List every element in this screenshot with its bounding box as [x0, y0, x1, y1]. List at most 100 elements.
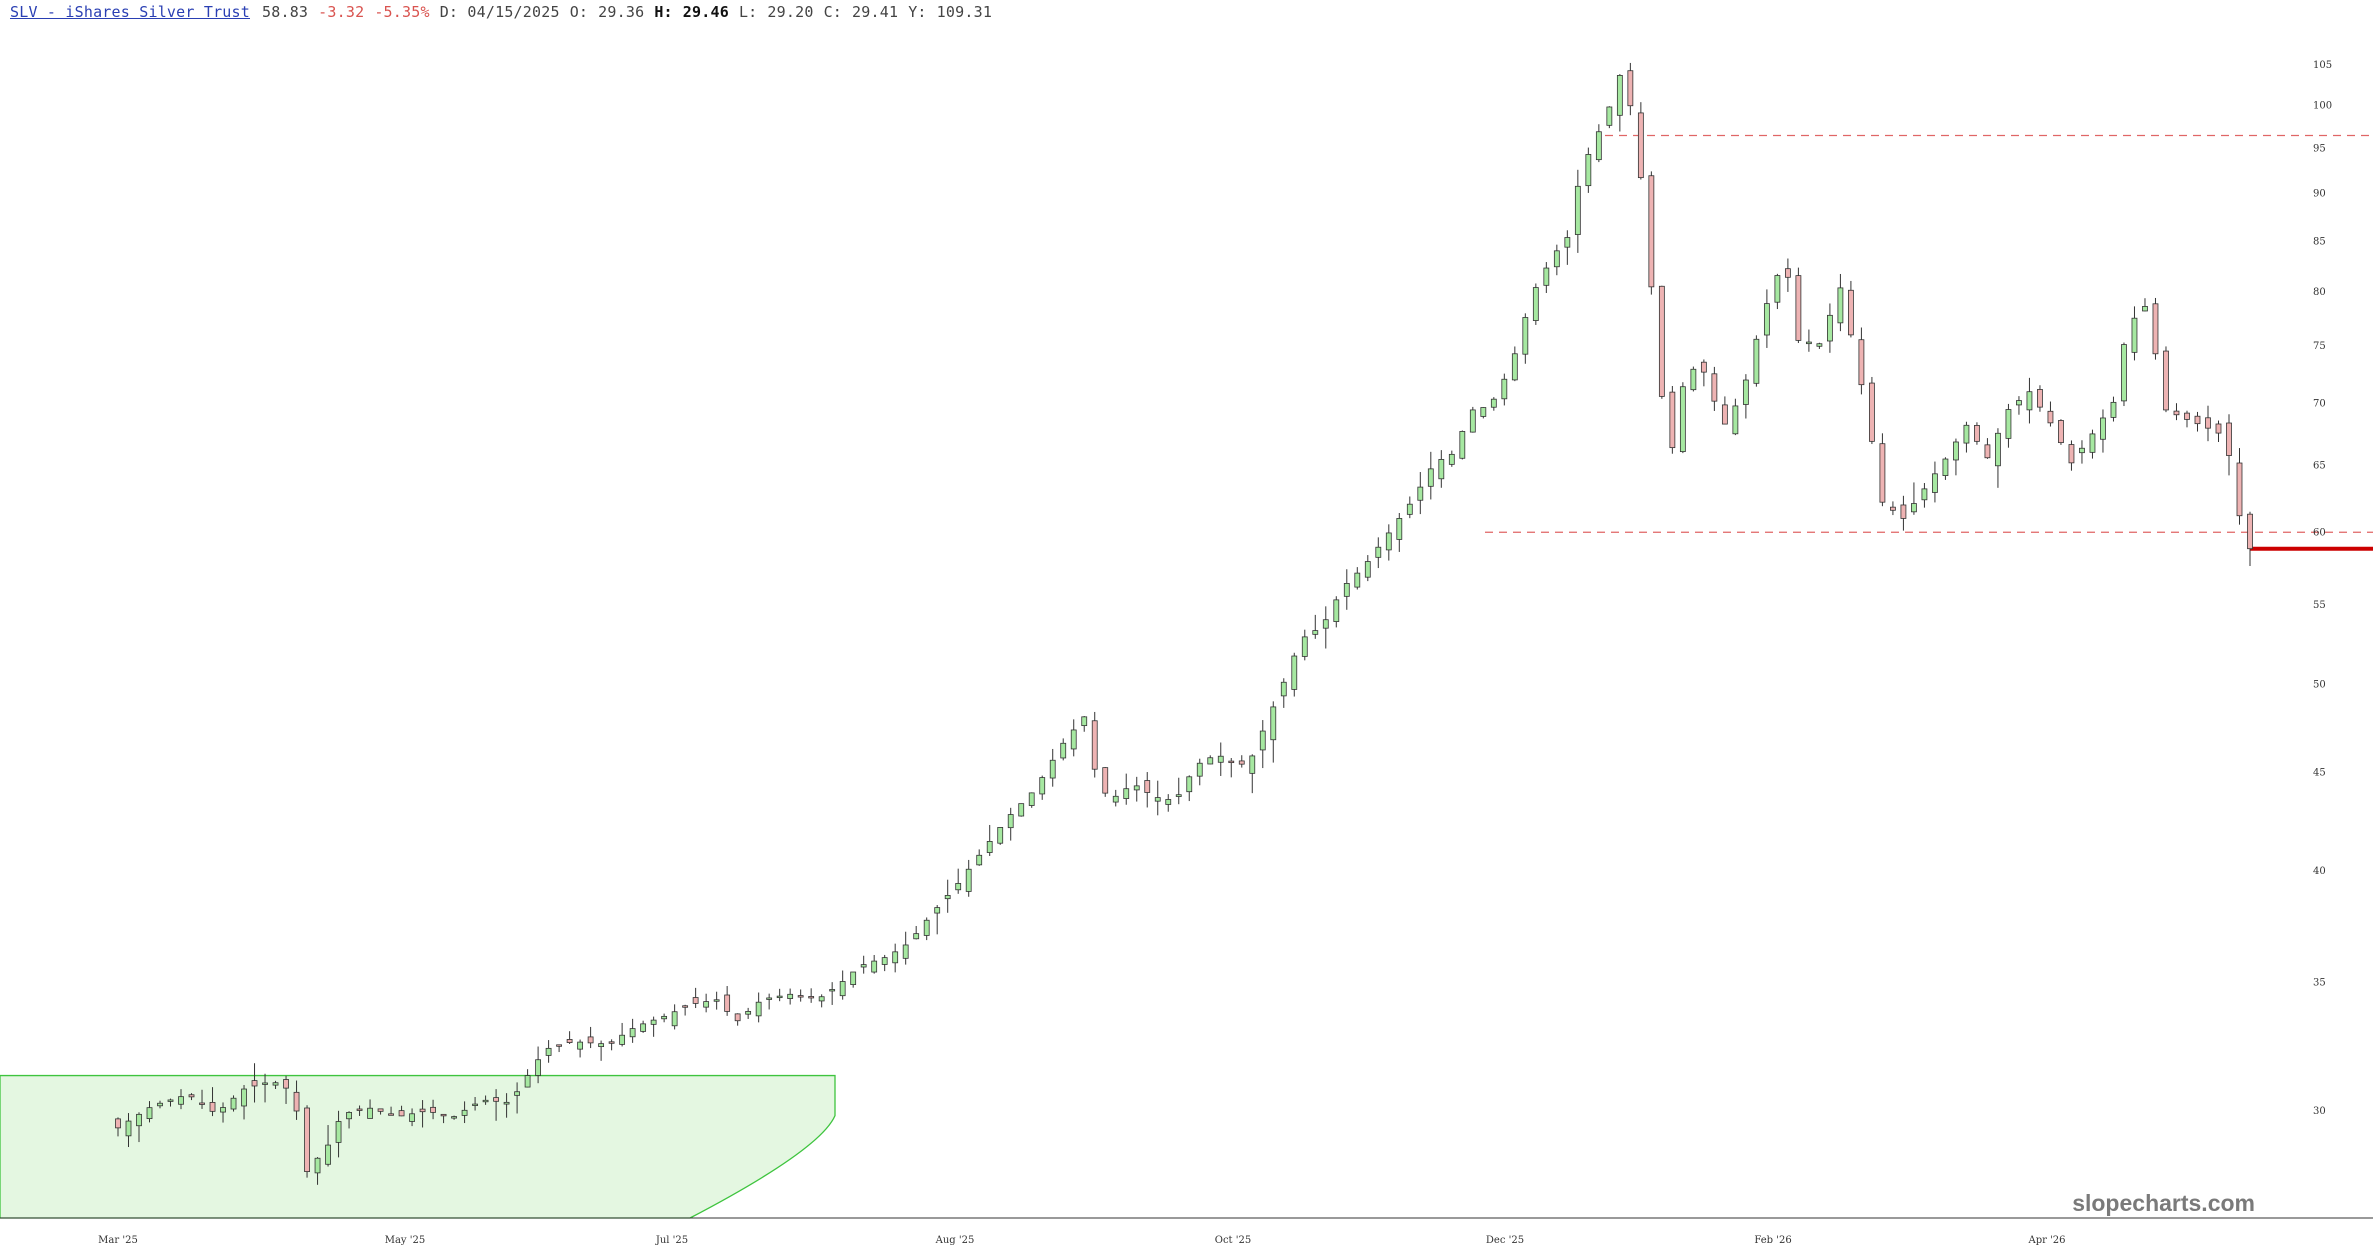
- candle-up: [2131, 317, 2138, 353]
- candle-up: [1932, 473, 1938, 493]
- y-tick-label: 75: [2313, 341, 2326, 352]
- watermark: slopecharts.com: [2072, 1190, 2255, 1216]
- candle-up: [1953, 441, 1959, 461]
- high-label: H:: [654, 3, 673, 21]
- candle-down: [1627, 70, 1634, 107]
- candle-down: [2152, 303, 2159, 355]
- candle-up: [955, 883, 962, 891]
- candle-down: [1879, 443, 1886, 503]
- candle-up: [1112, 795, 1119, 803]
- candle-up: [1438, 459, 1445, 480]
- candle-up: [986, 841, 993, 853]
- y-tick-label: 45: [2313, 767, 2326, 778]
- candle-up: [776, 995, 783, 999]
- candle-up: [1007, 814, 1014, 829]
- candle-down: [1228, 760, 1235, 764]
- candle-up: [944, 895, 951, 900]
- candle-up: [1039, 777, 1046, 795]
- candle-down: [797, 995, 804, 998]
- candle-down: [2037, 389, 2043, 408]
- candle-up: [524, 1075, 531, 1088]
- candle-down: [1848, 289, 1854, 336]
- candle-down: [1784, 268, 1791, 278]
- candle-up: [829, 989, 836, 992]
- candle-down: [2226, 422, 2232, 456]
- candle-up: [1595, 131, 1602, 161]
- ticker-link[interactable]: SLV - iShares Silver Trust: [10, 3, 250, 21]
- candle-up: [1312, 630, 1319, 635]
- candle-up: [745, 1011, 752, 1015]
- candle-up: [1690, 368, 1697, 391]
- candle-up: [136, 1113, 142, 1127]
- candle-up: [314, 1157, 321, 1174]
- candle-up: [881, 957, 888, 965]
- candle-up: [1480, 407, 1487, 417]
- candle-up: [1417, 486, 1424, 501]
- candle-up: [335, 1121, 342, 1143]
- candle-up: [1921, 488, 1928, 501]
- low-label: L:: [738, 3, 758, 21]
- candle-down: [1144, 780, 1151, 793]
- candle-up: [1217, 755, 1224, 763]
- candle-up: [2121, 344, 2127, 402]
- candle-up: [902, 944, 909, 959]
- candle-up: [1123, 788, 1130, 799]
- candle-up: [923, 919, 930, 936]
- candle-up: [577, 1041, 584, 1050]
- candle-up: [1616, 75, 1623, 116]
- y-tick-label: 60: [2313, 527, 2326, 538]
- candle-up: [1459, 431, 1466, 459]
- candle-down: [2194, 415, 2201, 425]
- y-tick-label: 90: [2313, 189, 2326, 200]
- x-tick-label: Apr '26: [2027, 1235, 2065, 1246]
- candle-up: [125, 1120, 132, 1137]
- candle-up: [1963, 424, 1970, 444]
- candle-up: [1942, 458, 1949, 476]
- candle-up: [1333, 599, 1340, 622]
- candle-down: [1091, 720, 1098, 770]
- candle-down: [293, 1091, 300, 1112]
- candle-up: [230, 1097, 237, 1110]
- candle-down: [1669, 391, 1676, 449]
- candle-down: [682, 1005, 689, 1008]
- candle-up: [367, 1107, 373, 1119]
- candle-up: [1322, 619, 1329, 629]
- candle-up: [871, 960, 878, 973]
- candle-up: [146, 1107, 153, 1120]
- y-label: Y:: [908, 3, 927, 21]
- candle-up: [755, 1001, 762, 1017]
- x-tick-label: Jul '25: [655, 1235, 688, 1246]
- candle-down: [2247, 513, 2253, 550]
- candle-up: [503, 1101, 510, 1105]
- open-value: 29.36: [598, 3, 645, 21]
- y-tick-label: 100: [2313, 101, 2332, 112]
- candle-up: [2079, 447, 2085, 454]
- candle-down: [1711, 373, 1718, 402]
- candle-up: [598, 1043, 605, 1048]
- candle-up: [1753, 338, 1760, 384]
- candle-down: [115, 1118, 121, 1129]
- candle-up: [262, 1082, 268, 1085]
- candle-down: [1648, 175, 1655, 288]
- candle-up: [1532, 287, 1539, 321]
- candle-down: [1102, 767, 1109, 794]
- candle-down: [1658, 285, 1665, 397]
- candle-up: [787, 993, 794, 999]
- candle-up: [325, 1144, 331, 1165]
- candle-up: [1522, 317, 1529, 355]
- candle-up: [1543, 267, 1550, 286]
- candle-down: [556, 1044, 563, 1047]
- candle-up: [1249, 755, 1256, 774]
- y-tick-label: 30: [2313, 1106, 2326, 1117]
- candle-down: [199, 1102, 205, 1105]
- candle-up: [965, 868, 972, 892]
- candle-down: [377, 1108, 384, 1112]
- candle-down: [398, 1110, 405, 1117]
- candle-up: [1081, 716, 1088, 727]
- x-tick-label: Aug '25: [935, 1235, 975, 1246]
- candle-down: [2215, 423, 2222, 434]
- y-axis: 30 35 40 45 50 55 60 65 70 75 80 85 90 95 100 105: [2313, 60, 2332, 1117]
- candle-up: [839, 981, 846, 997]
- candles: [115, 62, 2253, 1185]
